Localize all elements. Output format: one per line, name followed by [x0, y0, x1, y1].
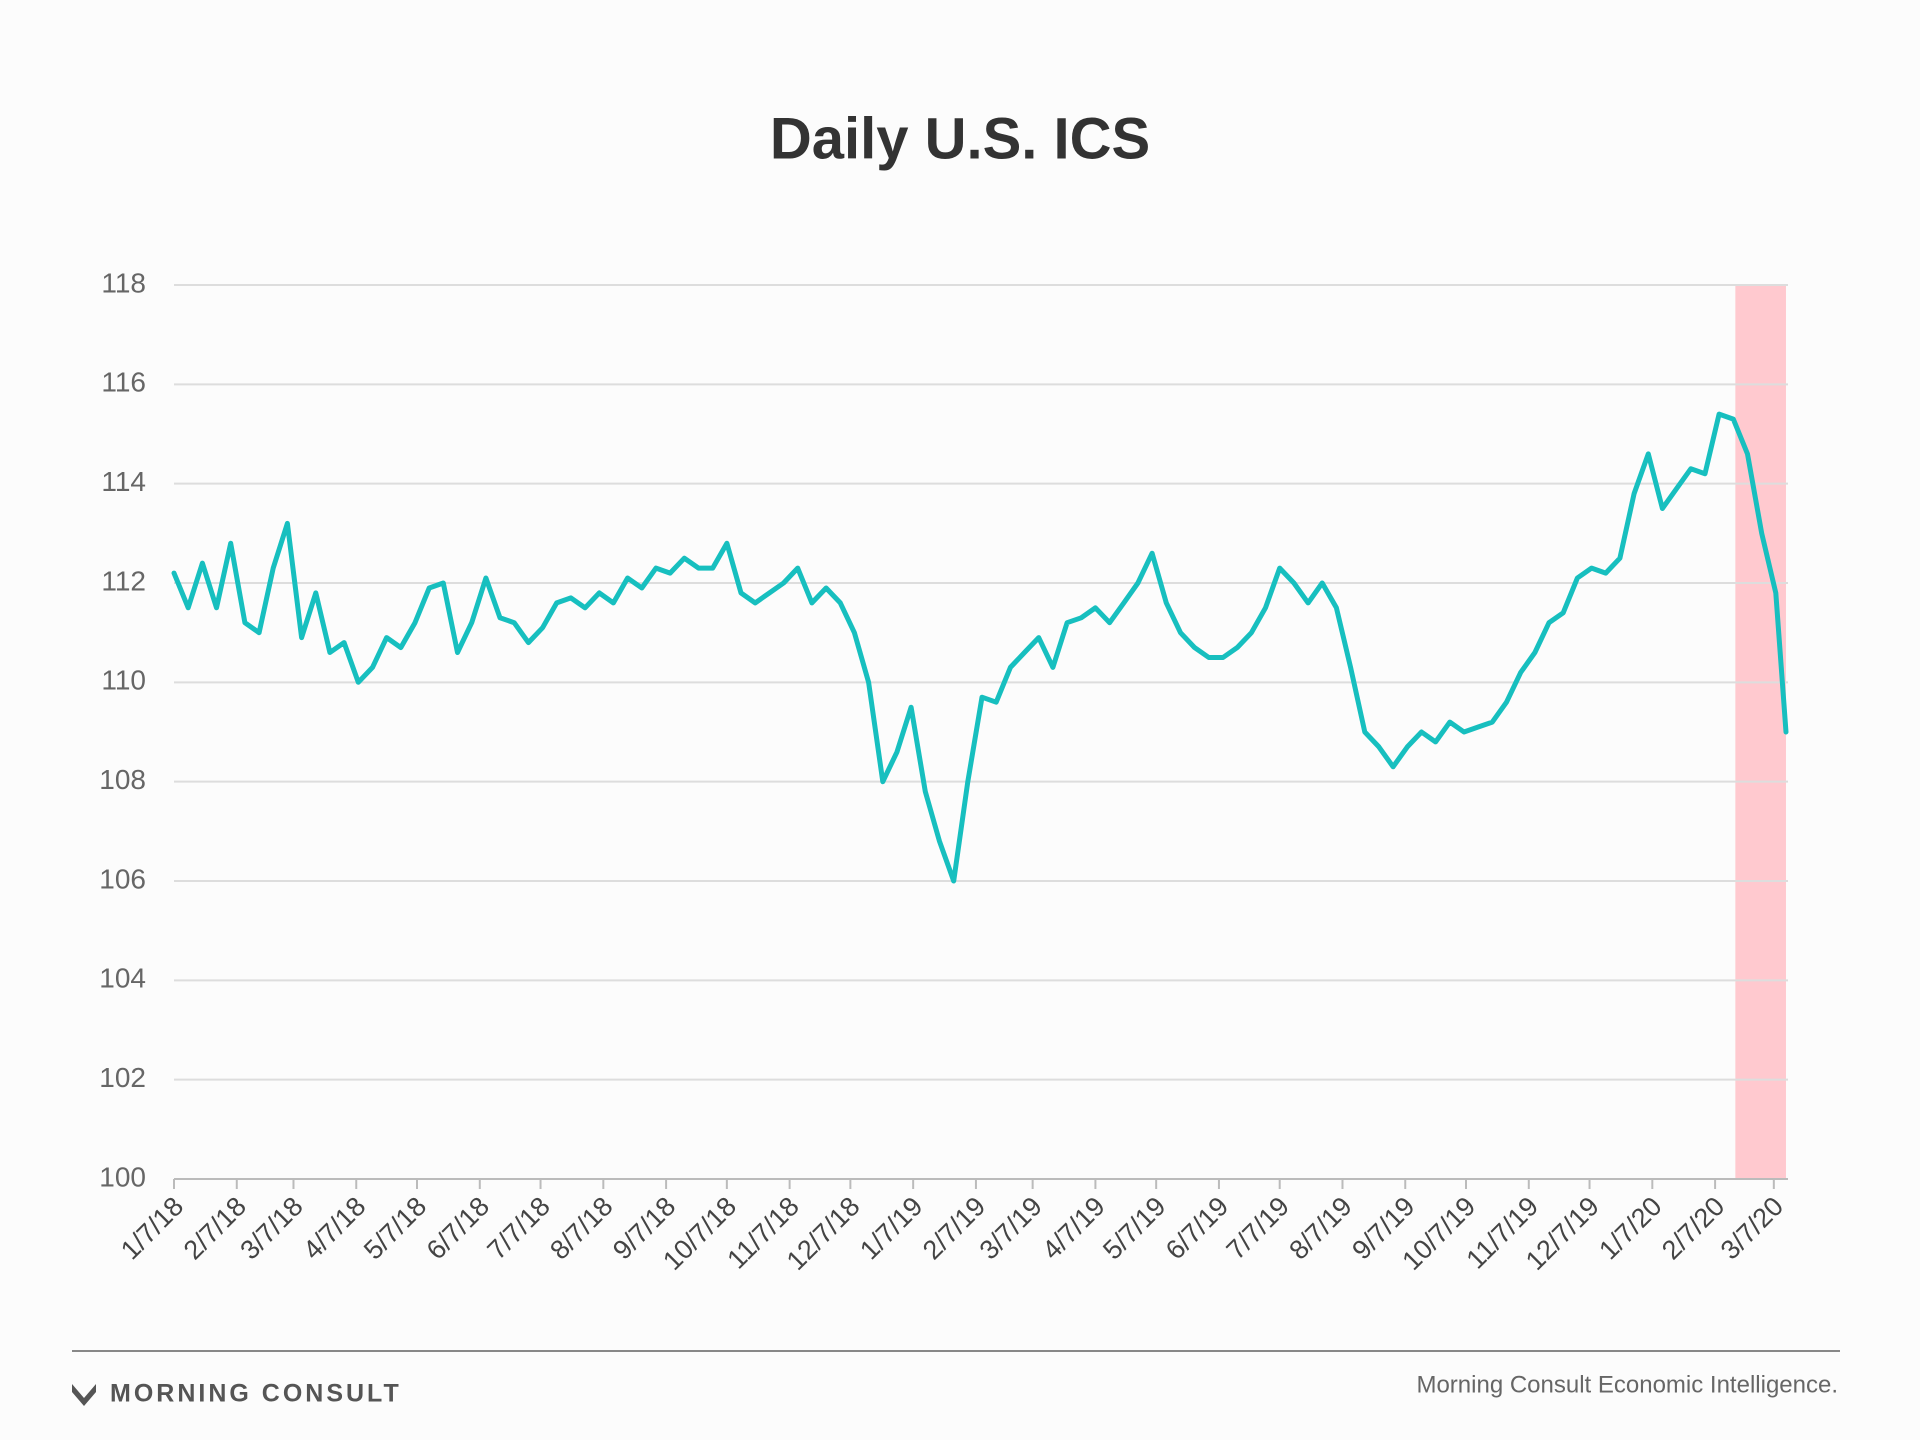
x-tick-label: 7/7/18: [482, 1191, 556, 1265]
x-tick-label: 2/7/18: [178, 1191, 252, 1265]
y-tick-label: 104: [99, 963, 146, 994]
y-tick-label: 112: [101, 565, 146, 596]
y-tick-label: 108: [99, 764, 146, 795]
x-tick-label: 2/7/19: [917, 1191, 991, 1265]
x-tick-label: 3/7/18: [234, 1191, 308, 1265]
x-tick-label: 1/7/19: [854, 1191, 928, 1265]
x-tick-label: 4/7/19: [1036, 1191, 1110, 1265]
x-tick-label: 2/7/20: [1656, 1191, 1730, 1265]
y-tick-label: 118: [101, 267, 146, 298]
chart-title: Daily U.S. ICS: [770, 106, 1150, 171]
x-tick-label: 1/7/20: [1593, 1191, 1667, 1265]
x-tick-label: 7/7/19: [1221, 1191, 1295, 1265]
x-tick-label: 3/7/19: [974, 1191, 1048, 1265]
x-tick-label: 6/7/19: [1160, 1191, 1234, 1265]
y-tick-label: 106: [99, 863, 146, 894]
x-tick-label: 6/7/18: [421, 1191, 495, 1265]
brand-logo: [72, 1384, 96, 1406]
y-tick-label: 110: [101, 665, 146, 696]
highlight-band: [1735, 285, 1786, 1179]
x-tick-label: 8/7/18: [544, 1191, 618, 1265]
y-tick-label: 100: [99, 1161, 146, 1192]
source-note: Morning Consult Economic Intelligence.: [1416, 1371, 1838, 1398]
x-tick-label: 3/7/20: [1715, 1191, 1789, 1265]
x-tick-label: 5/7/18: [358, 1191, 432, 1265]
x-tick-label: 5/7/19: [1097, 1191, 1171, 1265]
y-tick-label: 114: [101, 466, 146, 497]
x-tick-label: 8/7/19: [1283, 1191, 1357, 1265]
data-line: [171, 411, 1789, 884]
x-tick-label: 4/7/18: [297, 1191, 371, 1265]
y-tick-label: 116: [101, 367, 146, 398]
x-tick-label: 1/7/18: [115, 1191, 189, 1265]
brand-name: MORNING CONSULT: [110, 1380, 402, 1408]
y-tick-label: 102: [99, 1062, 146, 1093]
